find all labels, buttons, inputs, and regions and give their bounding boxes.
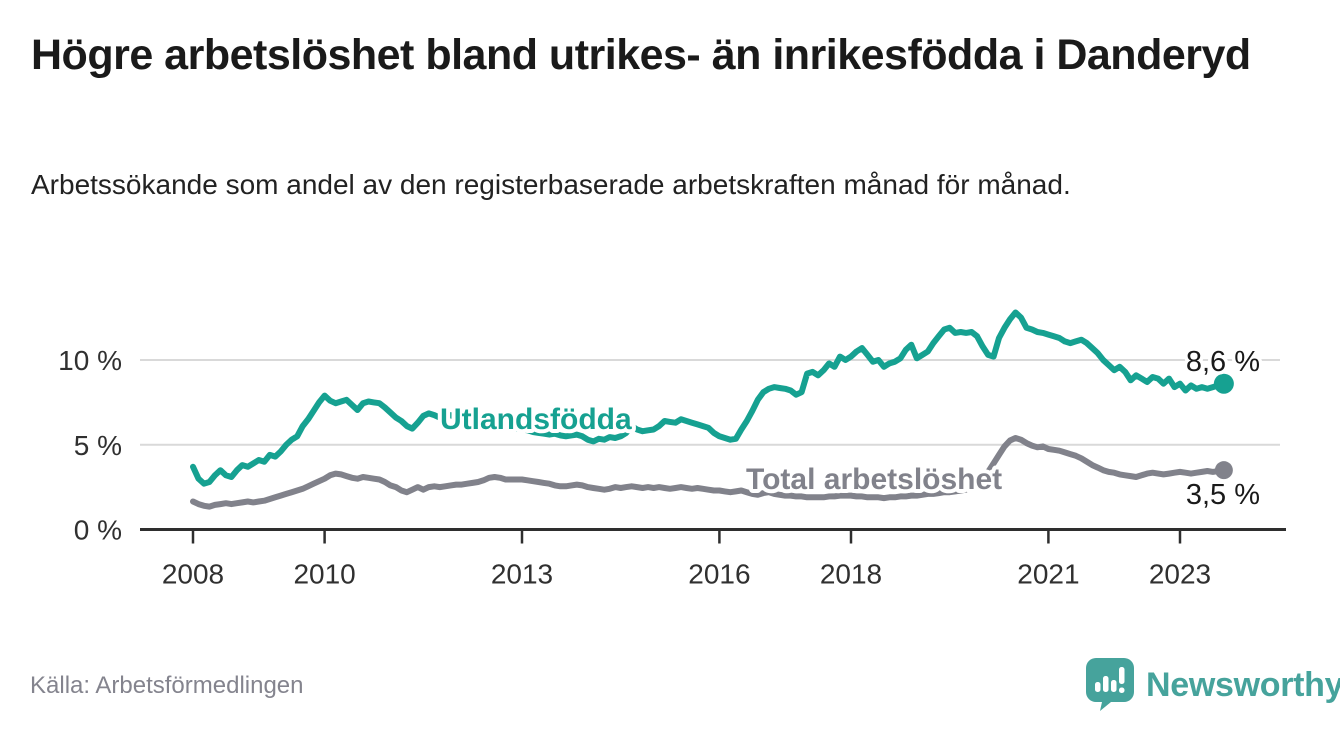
series-labels: Utlandsfödda Total arbetslöshet bbox=[436, 399, 1006, 500]
x-tick-label-2008: 2008 bbox=[162, 559, 224, 590]
end-value-label-total-arbetsloshet: 3,5 % bbox=[1186, 479, 1260, 511]
x-tick-label-2010: 2010 bbox=[293, 559, 355, 590]
gridlines bbox=[140, 359, 1280, 446]
x-tick-label-2018: 2018 bbox=[820, 559, 882, 590]
x-axis: 2008 2010 2013 2016 2018 2021 2023 bbox=[140, 528, 1286, 590]
series-line-total-arbetsloshet bbox=[190, 435, 1227, 510]
page-subtitle: Arbetssökande som andel av den registerb… bbox=[31, 169, 1071, 200]
series-label-total-arbetsloshet: Total arbetslöshet bbox=[746, 463, 1002, 496]
series-label-utlandsfodda: Utlandsfödda bbox=[440, 403, 632, 436]
line-chart: 0 %5 %10 % 2008 2010 2013 2016 2018 2021 2023 … bbox=[58, 309, 1286, 590]
x-tick-label-2013: 2013 bbox=[491, 559, 553, 590]
y-axis-labels: 0 % 5 % 10 % bbox=[58, 345, 122, 546]
y-tick-label-5: 5 % bbox=[74, 430, 122, 461]
end-value-label-utlandsfodda: 8,6 % bbox=[1186, 346, 1260, 378]
source-note: Källa: Arbetsförmedlingen bbox=[30, 672, 304, 699]
end-dots bbox=[1213, 373, 1234, 480]
x-tick-label-2023: 2023 bbox=[1149, 559, 1211, 590]
series-line-utlandsfodda bbox=[190, 309, 1227, 487]
page-title: Högre arbetslöshet bland utrikes- än inr… bbox=[31, 31, 1251, 79]
y-tick-label-0: 0 % bbox=[74, 515, 122, 546]
end-dot-total bbox=[1214, 461, 1233, 480]
newsworthy-icon bbox=[1086, 658, 1134, 711]
x-tick-label-2016: 2016 bbox=[688, 559, 750, 590]
brand-logo: Newsworthy bbox=[1086, 658, 1340, 712]
brand-name: Newsworthy bbox=[1146, 665, 1340, 704]
x-tick-label-2021: 2021 bbox=[1017, 559, 1079, 590]
y-tick-label-10: 10 % bbox=[58, 345, 122, 376]
end-value-labels: 8,6 % 3,5 % bbox=[1182, 343, 1263, 515]
end-dot-utlandsfodda bbox=[1213, 373, 1234, 394]
